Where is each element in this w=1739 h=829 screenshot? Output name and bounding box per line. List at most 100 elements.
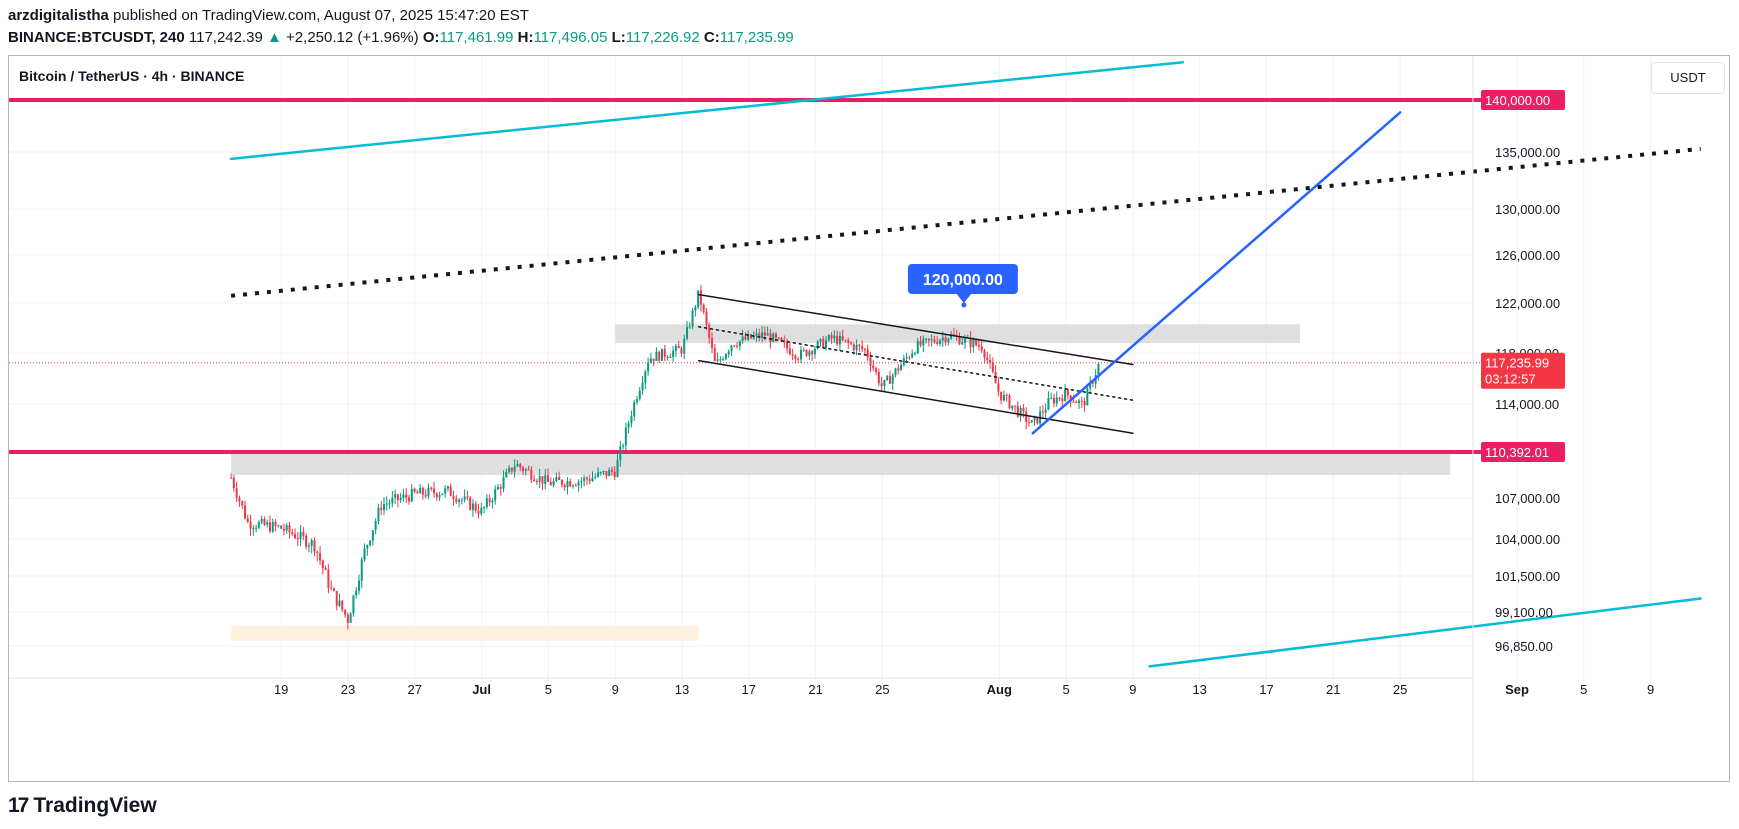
trendline-channel-bottom	[697, 359, 1134, 435]
candle-body	[913, 353, 916, 355]
candle-body	[527, 469, 530, 471]
candle-body	[238, 497, 241, 502]
currency-unit-button[interactable]: USDT	[1651, 62, 1725, 94]
candle-body	[627, 423, 630, 428]
candle-body	[774, 333, 777, 338]
candle-body	[291, 532, 294, 535]
candle-body	[346, 614, 349, 623]
candle-body	[741, 336, 744, 341]
candle-body	[708, 324, 711, 339]
candle-body	[572, 485, 575, 487]
candle-body	[602, 471, 605, 473]
chart-area[interactable]: 120,000.00 135,000.00 130,000.00 126,000.00…	[8, 55, 1730, 782]
candle-body	[610, 469, 613, 472]
candle-body	[580, 480, 583, 482]
candle-body	[446, 486, 449, 489]
resistance-zone	[615, 324, 1300, 343]
price-tick-label: 122,000.00	[1495, 296, 1560, 311]
price-tick-label: 101,500.00	[1495, 569, 1560, 584]
candle-body	[344, 609, 347, 615]
candle-body	[544, 475, 547, 484]
candle-body	[349, 613, 352, 623]
candle-body	[230, 477, 233, 479]
candle-body	[566, 481, 569, 488]
candle-body	[997, 383, 1000, 392]
candle-body	[619, 446, 622, 460]
candle-body	[583, 477, 586, 481]
candle-body	[816, 341, 819, 349]
candle-body	[891, 375, 894, 384]
candle-body	[727, 351, 730, 355]
time-tick-label: 5	[545, 682, 552, 697]
trendline-channel-mid	[697, 326, 1134, 401]
candle-body	[257, 522, 260, 528]
brand-name: TradingView	[33, 794, 157, 817]
price-callout: 120,000.00	[907, 264, 1018, 308]
candle-body	[730, 345, 733, 352]
candle-body	[243, 505, 246, 519]
candle-body	[435, 493, 438, 498]
trendline-lower-channel	[1148, 597, 1702, 668]
candle-body	[822, 338, 825, 348]
candle-body	[232, 477, 235, 489]
time-tick-label: 21	[1326, 682, 1340, 697]
candle-body	[316, 551, 319, 554]
candle-body	[927, 338, 930, 341]
time-tick-label: 27	[408, 682, 422, 697]
candle-body	[663, 348, 666, 357]
candle-body	[569, 481, 572, 487]
candle-body	[941, 337, 944, 341]
candle-body	[722, 359, 725, 361]
candle-body	[471, 503, 474, 510]
candle-body	[455, 499, 458, 502]
candle-body	[352, 595, 355, 614]
grid-lines	[9, 56, 1652, 690]
candle-body	[530, 469, 533, 480]
candle-body	[1025, 411, 1028, 423]
candle-body	[989, 360, 992, 363]
candle-body	[911, 353, 914, 358]
trendline-upper-channel	[229, 60, 1185, 161]
candle-body	[613, 471, 616, 477]
candle-body	[438, 494, 441, 498]
candle-body	[652, 358, 655, 361]
candle-body	[886, 376, 889, 381]
candle-body	[549, 482, 552, 486]
candle-body	[827, 335, 830, 341]
candle-body	[599, 472, 602, 474]
chart-title: Bitcoin / TetherUS · 4h · BINANCE	[19, 68, 245, 84]
candle-body	[677, 345, 680, 349]
chart-svg[interactable]: 120,000.00 135,000.00 130,000.00 126,000.00…	[9, 56, 1729, 781]
change-value: +2,250.12 (+1.96%)	[286, 29, 419, 46]
candle-body	[533, 479, 536, 482]
candle-body	[844, 339, 847, 341]
price-label-box	[1481, 352, 1565, 389]
candle-body	[1014, 405, 1017, 407]
candle-body	[1016, 406, 1019, 417]
candle-body	[310, 540, 313, 546]
candle-body	[235, 488, 238, 498]
time-tick-label: Jul	[472, 682, 491, 697]
time-tick-label: 19	[274, 682, 288, 697]
candle-body	[683, 338, 686, 354]
candle-body	[505, 471, 508, 478]
author-name[interactable]: arzdigitalistha	[8, 7, 109, 24]
candle-body	[841, 336, 844, 340]
candle-body	[307, 545, 310, 547]
open-value: 117,461.99	[439, 29, 514, 46]
candle-body	[547, 475, 550, 483]
price-axis: 135,000.00 130,000.00 126,000.00 122,000.00…	[1472, 56, 1565, 781]
candle-body	[705, 311, 708, 325]
price-tick-label: 96,850.00	[1495, 639, 1553, 654]
candle-body	[1033, 417, 1036, 421]
candle-body	[1011, 405, 1014, 409]
price-tick-label: 107,000.00	[1495, 491, 1560, 506]
candle-body	[797, 359, 800, 361]
candle-body	[847, 340, 850, 344]
candle-body	[749, 334, 752, 339]
candle-body	[780, 337, 783, 342]
candle-body	[319, 553, 322, 561]
time-tick-label: 21	[808, 682, 822, 697]
tradingview-brand[interactable]: 17 TradingView	[8, 794, 157, 818]
candle-body	[357, 580, 360, 591]
